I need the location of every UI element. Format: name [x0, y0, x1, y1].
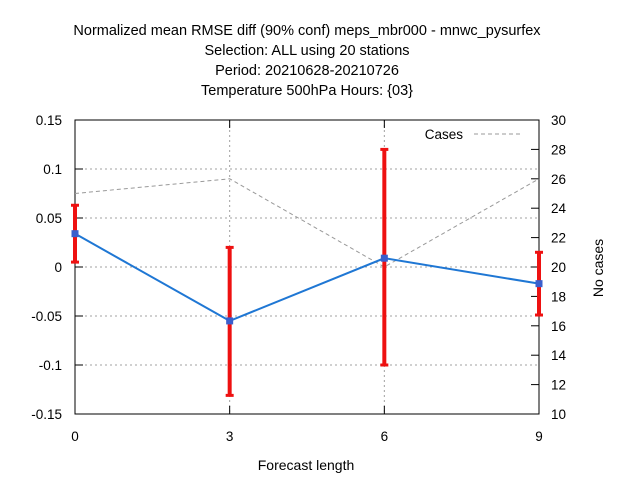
chart-title-line-2: Selection: ALL using 20 stations	[204, 43, 409, 59]
series-line-cases	[74, 178, 540, 268]
x-tick-label: 9	[535, 429, 543, 444]
y-tick-label: -0.05	[31, 309, 62, 324]
y2-tick-label: 20	[551, 260, 566, 275]
x-axis-label: Forecast length	[258, 457, 355, 473]
chart-title-line-1: Normalized mean RMSE diff (90% conf) mep…	[73, 23, 541, 39]
y-tick-label: -0.1	[39, 358, 62, 373]
y2-tick-label: 14	[551, 348, 567, 363]
ticks: 0.150.10.050-0.05-0.1-0.1530282624222018…	[31, 113, 566, 444]
grid	[75, 120, 539, 414]
legend-label-cases: Cases	[425, 127, 464, 142]
y2-tick-label: 10	[551, 407, 566, 422]
y-tick-label: -0.15	[31, 407, 62, 422]
series-line-main	[74, 232, 540, 323]
legend: Cases	[425, 127, 522, 142]
y2-tick-label: 12	[551, 378, 566, 393]
chart-title-block: Normalized mean RMSE diff (90% conf) mep…	[73, 23, 541, 99]
y2-tick-label: 24	[551, 201, 567, 216]
y-tick-label: 0.15	[36, 113, 62, 128]
y2-tick-label: 28	[551, 142, 566, 157]
chart-title-line-4: Temperature 500hPa Hours: {03}	[201, 83, 413, 99]
y-tick-label: 0	[54, 260, 62, 275]
y-tick-label: 0.1	[43, 162, 62, 177]
data-point-marker	[71, 230, 79, 238]
x-tick-label: 3	[226, 429, 234, 444]
data-point-marker	[380, 254, 388, 262]
y2-axis-label: No cases	[590, 239, 606, 297]
data-point-marker	[535, 280, 543, 288]
y2-tick-label: 18	[551, 289, 566, 304]
x-tick-label: 0	[71, 429, 79, 444]
y-tick-label: 0.05	[36, 211, 62, 226]
data-point-marker	[226, 317, 234, 325]
series	[71, 147, 543, 397]
y2-tick-label: 22	[551, 231, 566, 246]
y2-tick-label: 26	[551, 172, 566, 187]
y2-tick-label: 30	[551, 113, 566, 128]
chart-title-line-3: Period: 20210628-20210726	[215, 63, 399, 79]
x-tick-label: 6	[381, 429, 389, 444]
y2-tick-label: 16	[551, 319, 566, 334]
